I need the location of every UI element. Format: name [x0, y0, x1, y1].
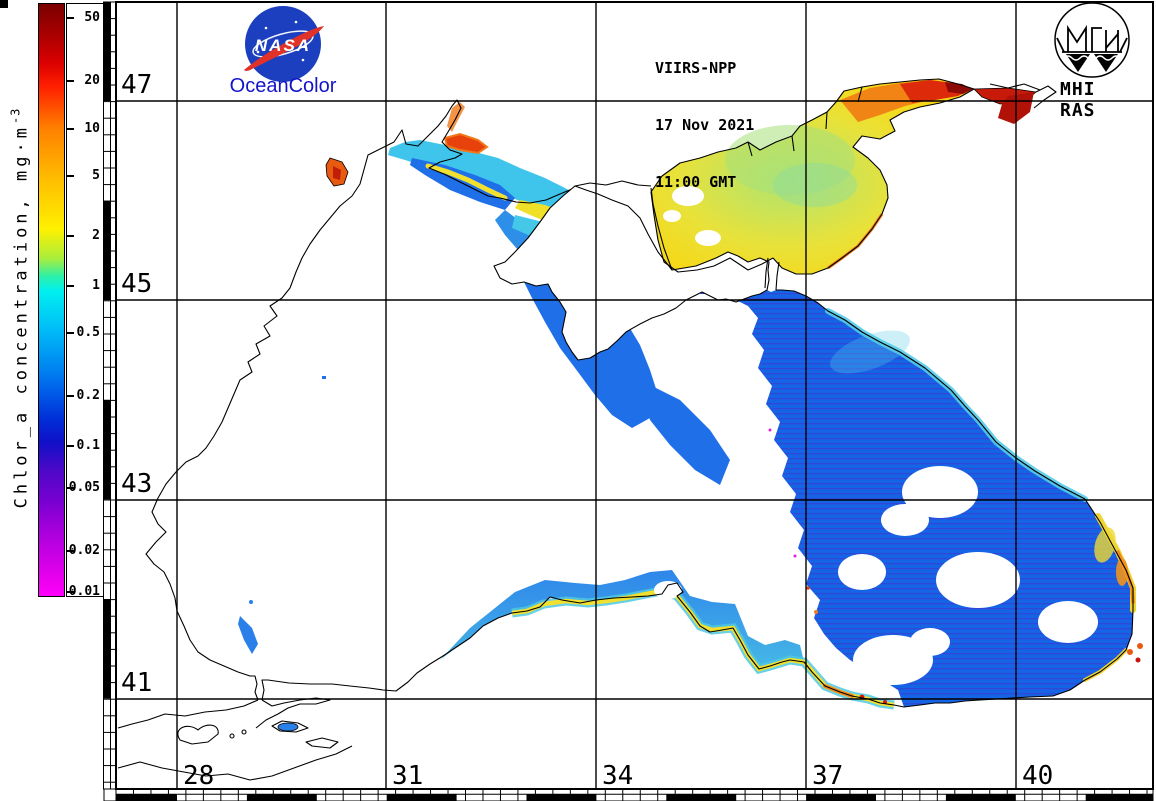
tick-dash: [67, 395, 74, 398]
colorbar-tick: 5: [67, 168, 103, 184]
turkish-coast-data: [440, 570, 804, 669]
colorbar-tick: 20: [67, 73, 103, 89]
tick-dash: [67, 235, 74, 238]
lon-label-31: 31: [392, 761, 424, 791]
tick-value: 10: [84, 120, 100, 136]
colorbar-tick: 0.01: [67, 584, 103, 600]
colorbar-tick: 2: [67, 228, 103, 244]
lon-label-40: 40: [1022, 761, 1054, 791]
tick-value: 0.5: [76, 325, 100, 341]
lat-label-45: 45: [121, 269, 153, 299]
nasa-logo-text: NASA: [255, 36, 311, 55]
tick-value: 0.2: [76, 388, 100, 404]
tick-dash: [67, 175, 74, 178]
grid-layer: [116, 2, 1153, 789]
tick-dash: [67, 17, 74, 20]
lat-label-43: 43: [121, 469, 153, 499]
colorbar-title-sup: -3: [8, 107, 23, 125]
colorbar-gradient: [38, 3, 65, 597]
colorbar-title-text: Chlor_a concentration, mg·m: [11, 124, 32, 509]
axis-ticks-layer: [103, 1, 1154, 801]
tick-dash: [67, 591, 74, 594]
colorbar-tick: 0.2: [67, 388, 103, 404]
tick-dash: [67, 285, 74, 288]
colorbar-title: Chlor_a concentration, mg·m-3: [9, 108, 32, 509]
tick-dash: [67, 332, 74, 335]
tick-value: 0.05: [68, 480, 100, 496]
nasa-logo: NASA: [244, 6, 324, 82]
lon-label-34: 34: [602, 761, 634, 791]
tick-dash: [67, 487, 74, 490]
lat-label-47: 47: [121, 70, 153, 100]
satellite-name: VIIRS-NPP: [655, 59, 737, 77]
map-border: [115, 1, 1154, 790]
lon-label-28: 28: [183, 761, 215, 791]
corner-mark: [0, 0, 8, 8]
coastline-layer: [117, 78, 1134, 781]
tick-value: 1: [92, 278, 100, 294]
colorbar-tick: 0.05: [67, 480, 103, 496]
scene-time: 11:00 GMT: [655, 173, 737, 191]
tick-value: 0.02: [68, 543, 100, 559]
mhi-ras-logo: [1054, 2, 1130, 78]
colorbar-tick: 10: [67, 121, 103, 137]
scene-date: 17 Nov 2021: [655, 116, 755, 134]
oceancolor-label: OceanColor: [229, 75, 337, 97]
tick-value: 0.01: [68, 584, 100, 600]
tick-dash: [67, 550, 74, 553]
tick-dash: [67, 80, 74, 83]
colorbar-tick: 1: [67, 278, 103, 294]
lon-label-37: 37: [812, 761, 844, 791]
scene-info-block: VIIRS-NPP 17 Nov 2021 11:00 GMT: [655, 21, 754, 230]
tick-value: 0.1: [76, 437, 100, 453]
lat-label-41: 41: [121, 668, 153, 698]
colorbar-tick: 50: [67, 10, 103, 26]
tick-value: 20: [84, 73, 100, 89]
colorbar-tick-labels: 50 20 10 5 2 1 0.5 0.2 0.1 0.05 0.02 0.01: [66, 3, 104, 600]
colorbar-tick: 0.1: [67, 438, 103, 454]
tick-dash: [67, 127, 74, 130]
mhi-ras-label: MHI RAS: [1060, 79, 1096, 121]
tick-dash: [67, 444, 74, 447]
colorbar-tick: 0.5: [67, 325, 103, 341]
tick-value: 2: [92, 228, 100, 244]
tick-value: 50: [84, 10, 100, 26]
colorbar-tick: 0.02: [67, 543, 103, 559]
tick-value: 5: [92, 168, 100, 184]
